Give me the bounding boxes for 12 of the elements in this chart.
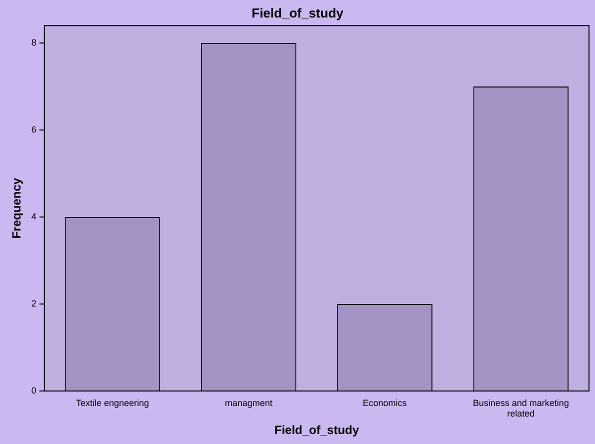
chart-title: Field_of_study	[252, 5, 344, 20]
y-tick-label: 8	[31, 37, 36, 48]
y-tick-label: 4	[31, 211, 36, 222]
x-tick-label: Textile engneering	[76, 398, 150, 408]
x-tick-label: managment	[224, 398, 273, 408]
y-tick-label: 2	[31, 298, 36, 308]
x-tick-label: Economics	[362, 398, 408, 408]
y-axis-title: Frequency	[10, 178, 24, 239]
x-axis-title: Field_of_study	[274, 423, 360, 438]
x-tick-label: Business and marketing related	[472, 398, 569, 419]
y-tick-label: 6	[31, 124, 36, 134]
y-tick-label: 0	[31, 385, 36, 396]
